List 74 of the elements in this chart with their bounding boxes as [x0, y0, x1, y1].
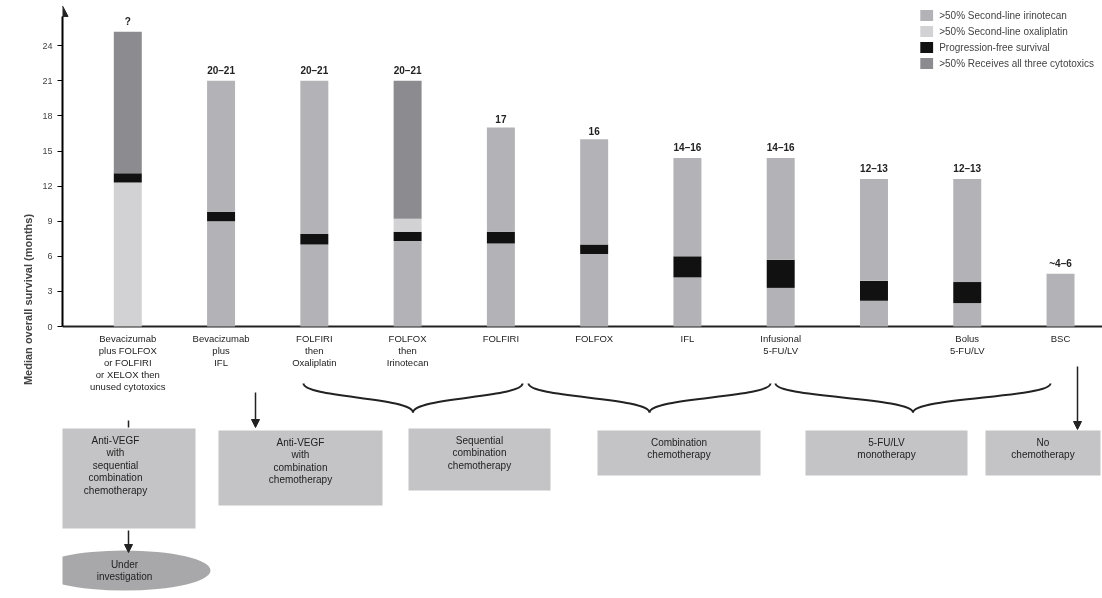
- bar: [393, 231, 422, 242]
- y-axis-title: Median overall survival (months): [22, 213, 35, 386]
- bar: [580, 253, 609, 327]
- y-tick-label: 24: [42, 40, 53, 51]
- text: Anti-VEGF with sequential combination chemotherapy: [83, 434, 148, 497]
- text: No chemotherapy: [1011, 436, 1075, 461]
- total-label: 12–13: [860, 163, 889, 175]
- bar: [393, 241, 422, 327]
- total-label: 12–13: [953, 163, 982, 175]
- bar: [207, 221, 236, 327]
- bar: [1046, 273, 1075, 327]
- legend-label: >50% Second-line irinotecan: [939, 8, 1067, 22]
- bar: [953, 179, 982, 283]
- x-tick-label: FOLFOX then Irinotecan: [386, 332, 429, 368]
- text: Combination chemotherapy: [647, 436, 711, 461]
- y-tick-label: 12: [42, 181, 53, 192]
- bar: [859, 280, 888, 301]
- text: 5-FU/LV monotherapy: [857, 436, 916, 461]
- x-tick-label: FOLFIRI: [482, 332, 520, 344]
- bar: [953, 282, 982, 304]
- bar: [486, 127, 515, 232]
- bar: [673, 256, 702, 278]
- total-label: ?: [124, 15, 131, 27]
- x-tick-label: Bevacizumab plus FOLFOX or FOLFIRI or XELOX then unused cytotoxics: [90, 332, 166, 392]
- bar: [580, 139, 609, 245]
- total-label: 17: [495, 113, 507, 125]
- legend-label: >50% Second-line oxaliplatin: [939, 24, 1068, 38]
- bar: [673, 158, 702, 257]
- bar: [207, 80, 236, 212]
- x-tick-label: BSC: [1050, 332, 1071, 344]
- text: Under investigation: [96, 558, 153, 583]
- y-tick-label: 6: [47, 251, 53, 262]
- text: Anti-VEGF with combination chemotherapy: [268, 436, 333, 486]
- y-tick-label: 3: [47, 286, 53, 297]
- total-label: 16: [588, 125, 601, 137]
- total-label: 20–21: [207, 65, 236, 77]
- bar: [486, 231, 515, 244]
- total-label: ~4–6: [1049, 258, 1073, 270]
- bar: [300, 80, 329, 235]
- legend-label: >50% Receives all three cytotoxics: [939, 56, 1094, 70]
- y-tick-label: 9: [47, 216, 53, 227]
- bar: [113, 182, 142, 327]
- bar: [580, 244, 609, 254]
- x-tick-label: FOLFIRI then Oxaliplatin: [292, 332, 337, 368]
- total-label: 20–21: [300, 65, 329, 77]
- bar: [113, 173, 142, 183]
- bar: [766, 158, 795, 260]
- bar: [207, 211, 236, 222]
- total-label: 20–21: [393, 65, 422, 77]
- x-tick-label: Bevacizumab plus IFL: [192, 332, 250, 368]
- bar: [113, 31, 142, 174]
- bar: [766, 287, 795, 327]
- bar: [300, 234, 329, 245]
- bar: [300, 244, 329, 327]
- bar: [486, 243, 515, 327]
- bar: [393, 218, 422, 232]
- y-tick-label: 0: [47, 321, 53, 332]
- y-tick-label: 21: [42, 75, 53, 86]
- total-label: 14–16: [673, 142, 702, 154]
- x-tick-label: Infusional 5-FU/LV: [760, 332, 802, 356]
- bar: [393, 80, 422, 219]
- bar: [859, 300, 888, 327]
- bar: [766, 259, 795, 288]
- text: Sequential combination chemotherapy: [447, 434, 512, 471]
- x-tick-label: IFL: [680, 332, 695, 344]
- total-label: 14–16: [766, 142, 796, 154]
- bar: [673, 277, 702, 327]
- x-tick-label: Bolus 5-FU/LV: [949, 332, 986, 356]
- y-tick-label: 18: [42, 110, 53, 121]
- bar: [859, 179, 888, 281]
- bar: [953, 303, 982, 327]
- y-tick-label: 15: [42, 146, 53, 156]
- x-tick-label: FOLFOX: [575, 332, 614, 344]
- legend-label: Progression-free survival: [939, 40, 1050, 54]
